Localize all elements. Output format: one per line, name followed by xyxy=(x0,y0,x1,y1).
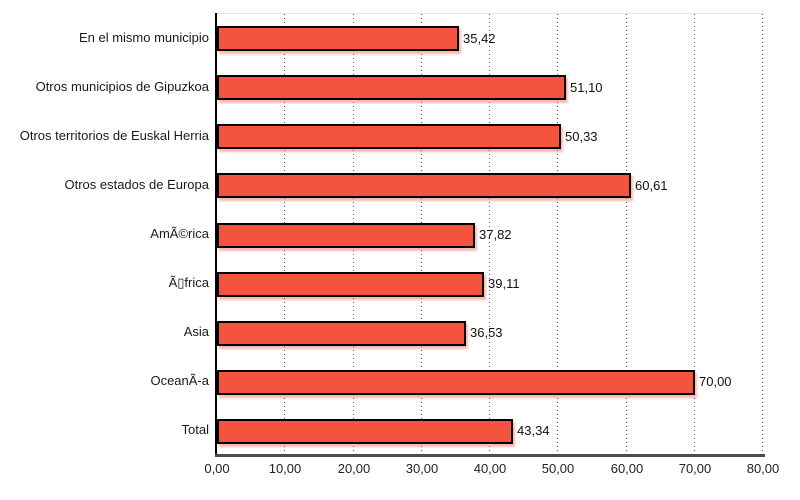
bar xyxy=(217,321,466,346)
value-label: 51,10 xyxy=(570,80,603,95)
category-label: AmÃ©rica xyxy=(150,226,209,241)
category-label: Ã▯frica xyxy=(168,275,209,290)
plot-area: 35,42 51,10 50,33 60,61 37,82 39,11 36,53 70,00… xyxy=(217,13,763,456)
value-label: 39,11 xyxy=(488,276,520,291)
y-axis-line xyxy=(215,13,217,455)
bar xyxy=(217,124,561,149)
category-label: OceanÃ-a xyxy=(150,373,209,388)
bar xyxy=(217,370,695,395)
value-label: 35,42 xyxy=(463,31,496,46)
x-tick-label: 60,00 xyxy=(610,461,644,476)
x-tick-label: 50,00 xyxy=(541,461,575,476)
value-label: 36,53 xyxy=(470,325,503,340)
category-label: Asia xyxy=(183,324,209,339)
value-label: 60,61 xyxy=(635,178,668,193)
gridline xyxy=(694,14,695,456)
bar xyxy=(217,223,475,248)
x-tick-label: 10,00 xyxy=(268,461,302,476)
x-tick-label: 40,00 xyxy=(473,461,507,476)
x-axis-line xyxy=(215,454,765,457)
value-label: 50,33 xyxy=(565,129,598,144)
x-tick-label: 0,00 xyxy=(204,461,230,476)
bar xyxy=(217,26,459,51)
gridline xyxy=(762,14,763,456)
value-label: 43,34 xyxy=(517,423,550,438)
x-tick-label: 30,00 xyxy=(405,461,439,476)
category-label: En el mismo municipio xyxy=(78,30,209,45)
x-tick-label: 20,00 xyxy=(337,461,371,476)
gridline xyxy=(557,14,558,456)
category-label: Otros estados de Europa xyxy=(64,177,209,192)
value-label: 70,00 xyxy=(699,374,732,389)
category-label: Otros municipios de Gipuzkoa xyxy=(35,79,209,94)
bar xyxy=(217,173,631,198)
bar xyxy=(217,272,484,297)
value-label: 37,82 xyxy=(479,227,512,242)
x-tick-label: 70,00 xyxy=(678,461,712,476)
bar xyxy=(217,75,566,100)
category-label: Otros territorios de Euskal Herria xyxy=(19,128,209,143)
bar xyxy=(217,419,513,444)
gridline xyxy=(626,14,627,456)
category-label: Total xyxy=(181,422,209,437)
gridline xyxy=(489,14,490,456)
x-tick-label: 80,00 xyxy=(746,461,780,476)
